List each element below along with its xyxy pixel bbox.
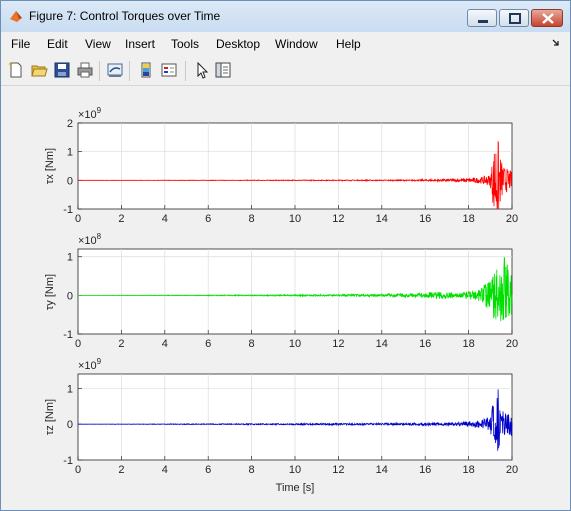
x-tick-label: 4: [162, 464, 168, 476]
minimize-icon: [478, 20, 488, 23]
menu-window[interactable]: Window: [275, 37, 318, 51]
menu-file[interactable]: File: [11, 37, 31, 51]
y-tick-label: 1: [67, 147, 73, 159]
tau-x-line: [78, 141, 513, 210]
close-button[interactable]: [531, 9, 563, 27]
title-bar[interactable]: Figure 7: Control Torques over Time: [1, 1, 570, 32]
link-plot-icon[interactable]: [106, 61, 124, 79]
y-axis-label-tau-x: τx [Nm]: [44, 148, 56, 184]
x-tick-label: 2: [118, 338, 124, 350]
x-tick-label: 6: [205, 338, 211, 350]
tau-z-line: [78, 389, 513, 451]
y-tick-label: 0: [67, 419, 73, 431]
x-tick-label: 4: [162, 338, 168, 350]
x-tick-label: 10: [289, 213, 301, 225]
axes-tau-y[interactable]: 0 2 4 6 8 10 12 14 16 18 20-101 ×108 τy [Nm]: [44, 232, 518, 350]
menu-bar: File Edit View Insert Tools Desktop Wind…: [1, 33, 570, 55]
menu-insert[interactable]: Insert: [125, 37, 156, 51]
x-tick-label: 20: [506, 213, 518, 225]
matlab-logo-icon: [10, 11, 22, 22]
maximize-icon: [509, 13, 521, 24]
x-tick-label: 8: [249, 213, 255, 225]
menu-help[interactable]: Help: [336, 37, 361, 51]
x-tick-label: 0: [75, 464, 81, 476]
property-inspector-icon[interactable]: [214, 61, 232, 79]
dock-arrow-icon[interactable]: [552, 38, 560, 48]
open-file-icon[interactable]: [30, 61, 48, 79]
menu-view[interactable]: View: [85, 37, 111, 51]
x-tick-label: 16: [419, 213, 431, 225]
print-icon[interactable]: [76, 61, 94, 79]
x-axis-label: Time [s]: [276, 482, 315, 494]
y-tick-label: -1: [63, 329, 73, 341]
edit-plot-pointer-icon[interactable]: [193, 61, 211, 79]
toolbar-separator: [129, 61, 130, 81]
minimize-button[interactable]: [467, 9, 497, 27]
exponent-label-y: ×108: [78, 232, 102, 247]
toolbar: [1, 57, 570, 86]
ticks: 0 2 4 6 8 10 12 14 16 18 20-101: [63, 383, 518, 476]
x-tick-label: 0: [75, 338, 81, 350]
toolbar-separator: [99, 61, 100, 81]
menu-edit[interactable]: Edit: [47, 37, 68, 51]
x-tick-label: 10: [289, 464, 301, 476]
x-tick-label: 4: [162, 213, 168, 225]
window-title: Figure 7: Control Torques over Time: [29, 9, 221, 23]
x-tick-label: 8: [249, 338, 255, 350]
exponent-label-x: ×109: [78, 106, 102, 121]
maximize-button[interactable]: [499, 9, 529, 27]
x-tick-label: 10: [289, 338, 301, 350]
close-icon: [542, 13, 554, 24]
x-tick-label: 8: [249, 464, 255, 476]
insert-colorbar-icon[interactable]: [137, 61, 155, 79]
x-tick-label: 18: [462, 213, 474, 225]
x-tick-label: 2: [118, 464, 124, 476]
x-tick-label: 6: [205, 464, 211, 476]
x-tick-label: 20: [506, 338, 518, 350]
menu-desktop[interactable]: Desktop: [216, 37, 261, 51]
axes-tau-z[interactable]: 0 2 4 6 8 10 12 14 16 18 20-101 ×109 τz [Nm] Time …: [44, 357, 518, 494]
x-tick-label: 20: [506, 464, 518, 476]
x-tick-label: 18: [462, 464, 474, 476]
ticks: 0 2 4 6 8 10 12 14 16 18 20-101: [63, 252, 518, 350]
x-tick-label: 12: [332, 464, 344, 476]
y-tick-label: -1: [63, 455, 73, 467]
menu-tools[interactable]: Tools: [171, 37, 200, 51]
y-tick-label: 1: [67, 383, 73, 395]
save-icon[interactable]: [53, 61, 71, 79]
x-tick-label: 14: [376, 464, 388, 476]
y-tick-label: 0: [67, 290, 73, 302]
x-tick-label: 16: [419, 464, 431, 476]
x-tick-label: 12: [332, 213, 344, 225]
toolbar-separator: [185, 61, 186, 81]
y-tick-label: 2: [67, 118, 73, 130]
y-axis-label-tau-y: τy [Nm]: [44, 274, 56, 310]
x-tick-label: 6: [205, 213, 211, 225]
y-tick-label: 1: [67, 252, 73, 264]
x-tick-label: 18: [462, 338, 474, 350]
x-tick-label: 16: [419, 338, 431, 350]
exponent-label-z: ×109: [78, 357, 102, 372]
insert-legend-icon[interactable]: [160, 61, 178, 79]
tau-y-line: [78, 257, 513, 322]
y-tick-label: -1: [63, 204, 73, 216]
new-figure-icon[interactable]: [7, 61, 25, 79]
y-tick-label: 0: [67, 175, 73, 187]
y-axis-label-tau-z: τz [Nm]: [44, 399, 56, 435]
x-tick-label: 14: [376, 213, 388, 225]
x-tick-label: 14: [376, 338, 388, 350]
x-tick-label: 0: [75, 213, 81, 225]
x-tick-label: 2: [118, 213, 124, 225]
x-tick-label: 12: [332, 338, 344, 350]
